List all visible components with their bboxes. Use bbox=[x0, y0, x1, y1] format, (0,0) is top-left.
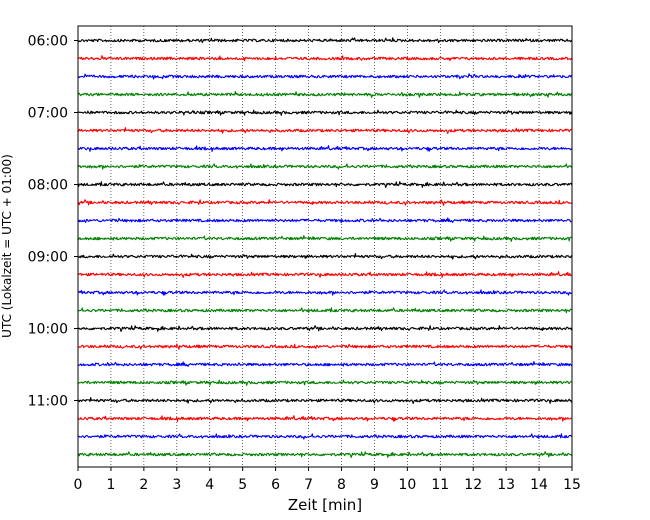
y-tick-label: 11:00 bbox=[28, 394, 68, 410]
seismic-trace bbox=[77, 379, 573, 386]
y-tick-label: 06:00 bbox=[28, 34, 68, 50]
x-tick-label: 3 bbox=[172, 477, 181, 493]
seismic-trace bbox=[77, 145, 573, 152]
seismic-trace bbox=[77, 289, 573, 296]
seismic-trace bbox=[77, 163, 573, 170]
y-axis-ticks: 06:00 07:00 08:00 09:00 10:00 11:00 bbox=[28, 34, 78, 410]
seismic-trace bbox=[77, 73, 573, 80]
seismic-traces bbox=[77, 37, 573, 458]
x-tick-label: 9 bbox=[370, 477, 379, 493]
seismic-trace bbox=[77, 433, 573, 440]
seismic-trace bbox=[77, 217, 572, 224]
seismic-trace bbox=[77, 271, 573, 278]
seismic-trace bbox=[77, 307, 573, 314]
y-tick-label: 08:00 bbox=[28, 178, 68, 194]
x-tick-label: 14 bbox=[530, 477, 548, 493]
x-tick-label: 12 bbox=[464, 477, 482, 493]
seismic-trace bbox=[77, 415, 573, 422]
x-tick-label: 13 bbox=[497, 477, 515, 493]
seismic-trace bbox=[77, 181, 573, 188]
seismic-trace bbox=[77, 361, 573, 367]
x-tick-label: 7 bbox=[304, 477, 313, 493]
seismic-trace bbox=[77, 199, 573, 206]
seismic-trace bbox=[77, 109, 573, 116]
x-tick-label: 11 bbox=[431, 477, 449, 493]
plot-frame bbox=[77, 25, 573, 468]
plot-background bbox=[78, 26, 572, 467]
y-tick-label: 09:00 bbox=[28, 250, 68, 266]
x-tick-label: 8 bbox=[337, 477, 346, 493]
x-tick-label: 1 bbox=[106, 477, 115, 493]
x-tick-label: 0 bbox=[74, 477, 83, 493]
x-axis-label: Zeit [min] bbox=[288, 496, 362, 514]
x-tick-label: 5 bbox=[238, 477, 247, 493]
x-tick-label: 10 bbox=[398, 477, 416, 493]
seismic-trace bbox=[77, 397, 573, 404]
x-tick-label: 2 bbox=[139, 477, 148, 493]
x-tick-label: 4 bbox=[205, 477, 214, 493]
seismic-trace bbox=[77, 127, 573, 134]
x-axis-ticks: 0 1 2 3 4 5 6 7 8 9 10 11 12 13 14 15 bbox=[74, 467, 581, 493]
y-axis-label: UTC (Lokalzeit = UTC + 01:00) bbox=[0, 154, 14, 338]
seismic-trace bbox=[77, 253, 573, 260]
seismic-trace bbox=[77, 90, 573, 98]
y-tick-label: 07:00 bbox=[28, 106, 68, 122]
seismic-trace bbox=[77, 343, 573, 350]
seismic-trace bbox=[77, 235, 573, 242]
y-tick-label: 10:00 bbox=[28, 322, 68, 338]
x-tick-label: 15 bbox=[563, 477, 581, 493]
seismic-trace bbox=[77, 55, 573, 62]
x-tick-label: 6 bbox=[271, 477, 280, 493]
seismic-trace bbox=[77, 37, 573, 44]
seismic-trace bbox=[77, 451, 573, 458]
seismic-trace bbox=[77, 325, 573, 332]
